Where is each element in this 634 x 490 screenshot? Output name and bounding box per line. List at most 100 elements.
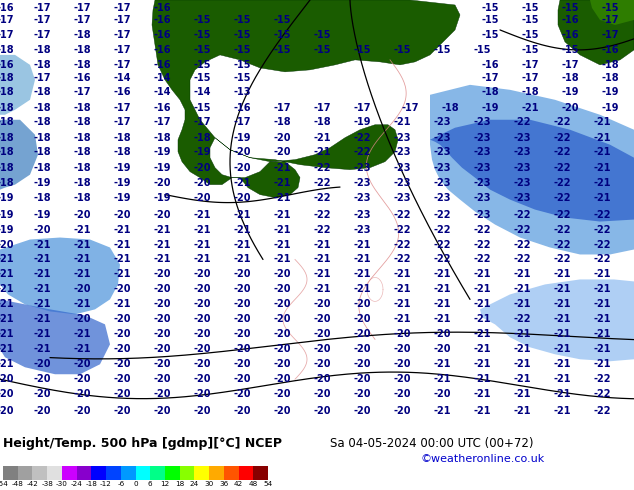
Text: -17: -17	[521, 60, 539, 70]
Text: -21: -21	[393, 299, 411, 309]
Text: -18: -18	[153, 133, 171, 143]
Text: -18: -18	[33, 60, 51, 70]
Text: -17: -17	[481, 73, 499, 83]
Text: -42: -42	[27, 481, 39, 487]
Text: -21: -21	[74, 254, 91, 265]
Bar	[91, 466, 106, 480]
Text: -20: -20	[193, 178, 210, 188]
Text: -20: -20	[153, 406, 171, 416]
Text: -20: -20	[193, 329, 210, 339]
Text: 18: 18	[175, 481, 184, 487]
Text: -18: -18	[0, 147, 14, 157]
Text: -16: -16	[113, 87, 131, 97]
Text: -22: -22	[593, 224, 611, 235]
Text: -16: -16	[481, 60, 499, 70]
Text: -16: -16	[153, 45, 171, 55]
Text: -19: -19	[153, 147, 171, 157]
Polygon shape	[0, 238, 120, 315]
Text: -21: -21	[593, 193, 611, 202]
Polygon shape	[590, 0, 634, 25]
Text: -20: -20	[273, 389, 291, 399]
Text: -21: -21	[33, 240, 51, 249]
Text: -17: -17	[153, 117, 171, 127]
Text: -21: -21	[473, 344, 491, 354]
Text: -20: -20	[393, 329, 411, 339]
Text: -19: -19	[0, 224, 14, 235]
Text: -16: -16	[153, 103, 171, 113]
Text: -21: -21	[593, 163, 611, 172]
Text: -20: -20	[113, 374, 131, 384]
Text: -18: -18	[0, 117, 14, 127]
Text: -20: -20	[353, 359, 371, 369]
Bar	[150, 466, 165, 480]
Bar	[121, 466, 136, 480]
Text: -15: -15	[561, 45, 579, 55]
Text: -21: -21	[593, 270, 611, 279]
Text: -15: -15	[233, 60, 251, 70]
Text: -21: -21	[74, 224, 91, 235]
Text: -23: -23	[473, 193, 491, 202]
Text: -22: -22	[353, 147, 371, 157]
Text: -20: -20	[393, 359, 411, 369]
Text: -21: -21	[313, 254, 331, 265]
Text: -22: -22	[553, 240, 571, 249]
Text: -22: -22	[553, 163, 571, 172]
Text: -20: -20	[193, 389, 210, 399]
Text: -21: -21	[593, 359, 611, 369]
Text: -21: -21	[313, 270, 331, 279]
Text: -21: -21	[473, 374, 491, 384]
Text: -20: -20	[74, 359, 91, 369]
Text: -21: -21	[593, 178, 611, 188]
Text: -20: -20	[353, 329, 371, 339]
Text: -20: -20	[33, 359, 51, 369]
Text: -20: -20	[233, 329, 251, 339]
Text: -20: -20	[273, 299, 291, 309]
Text: -23: -23	[353, 178, 371, 188]
Text: -21: -21	[353, 284, 371, 294]
Text: -20: -20	[193, 344, 210, 354]
Text: -18: -18	[441, 103, 459, 113]
Text: -17: -17	[601, 15, 619, 25]
Text: -22: -22	[593, 254, 611, 265]
Text: -21: -21	[433, 270, 451, 279]
Text: -20: -20	[233, 193, 251, 202]
Text: -23: -23	[353, 193, 371, 202]
Text: 6: 6	[148, 481, 153, 487]
Text: -20: -20	[353, 315, 371, 324]
Text: -23: -23	[433, 193, 451, 202]
Bar	[136, 466, 150, 480]
Text: -20: -20	[233, 389, 251, 399]
Bar	[224, 466, 238, 480]
Text: -21: -21	[233, 210, 251, 220]
Text: -20: -20	[433, 329, 451, 339]
Text: -13: -13	[233, 87, 251, 97]
Polygon shape	[0, 55, 35, 115]
Text: -23: -23	[473, 163, 491, 172]
Text: -19: -19	[353, 117, 371, 127]
Text: -20: -20	[233, 374, 251, 384]
Text: -20: -20	[273, 329, 291, 339]
Text: -21: -21	[0, 270, 14, 279]
Text: -20: -20	[153, 329, 171, 339]
Text: -23: -23	[514, 178, 531, 188]
Text: -20: -20	[153, 359, 171, 369]
Text: -20: -20	[0, 240, 14, 249]
Polygon shape	[480, 279, 634, 361]
Text: -21: -21	[193, 224, 210, 235]
Text: -21: -21	[514, 284, 531, 294]
Text: -15: -15	[521, 30, 539, 40]
Text: -20: -20	[153, 374, 171, 384]
Text: -22: -22	[514, 240, 531, 249]
Polygon shape	[558, 0, 634, 65]
Text: -21: -21	[33, 299, 51, 309]
Text: 24: 24	[190, 481, 199, 487]
Text: -18: -18	[73, 60, 91, 70]
Text: -21: -21	[553, 329, 571, 339]
Text: -21: -21	[0, 329, 14, 339]
Bar	[209, 466, 224, 480]
Text: -21: -21	[153, 254, 171, 265]
Text: -21: -21	[593, 133, 611, 143]
Text: -20: -20	[113, 284, 131, 294]
Text: -21: -21	[593, 344, 611, 354]
Text: -21: -21	[0, 254, 14, 265]
